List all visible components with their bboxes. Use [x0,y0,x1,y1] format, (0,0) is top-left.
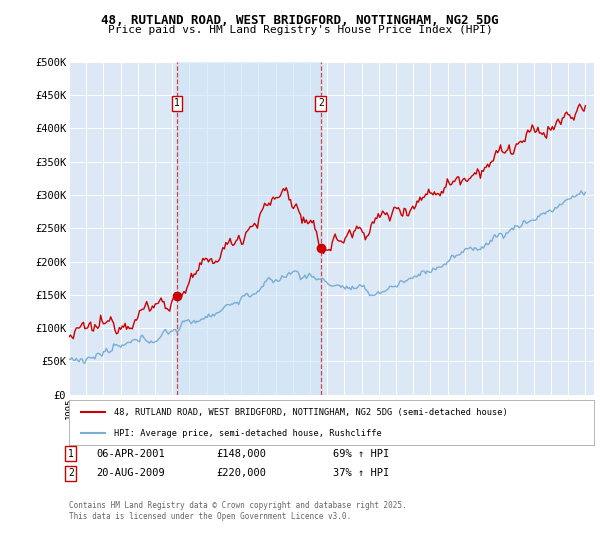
Text: 48, RUTLAND ROAD, WEST BRIDGFORD, NOTTINGHAM, NG2 5DG: 48, RUTLAND ROAD, WEST BRIDGFORD, NOTTIN… [101,14,499,27]
Text: 2: 2 [318,98,324,108]
Text: Contains HM Land Registry data © Crown copyright and database right 2025.
This d: Contains HM Land Registry data © Crown c… [69,501,407,521]
Text: HPI: Average price, semi-detached house, Rushcliffe: HPI: Average price, semi-detached house,… [113,428,382,437]
Text: 20-AUG-2009: 20-AUG-2009 [96,468,165,478]
Text: 06-APR-2001: 06-APR-2001 [96,449,165,459]
Text: £148,000: £148,000 [216,449,266,459]
Text: 1: 1 [174,98,180,108]
Bar [177,62,321,395]
Text: £220,000: £220,000 [216,468,266,478]
Text: 1: 1 [68,449,74,459]
Text: 69% ↑ HPI: 69% ↑ HPI [333,449,389,459]
Text: 37% ↑ HPI: 37% ↑ HPI [333,468,389,478]
Text: Price paid vs. HM Land Registry's House Price Index (HPI): Price paid vs. HM Land Registry's House … [107,25,493,35]
Text: 2: 2 [68,468,74,478]
Text: 48, RUTLAND ROAD, WEST BRIDGFORD, NOTTINGHAM, NG2 5DG (semi-detached house): 48, RUTLAND ROAD, WEST BRIDGFORD, NOTTIN… [113,408,508,417]
